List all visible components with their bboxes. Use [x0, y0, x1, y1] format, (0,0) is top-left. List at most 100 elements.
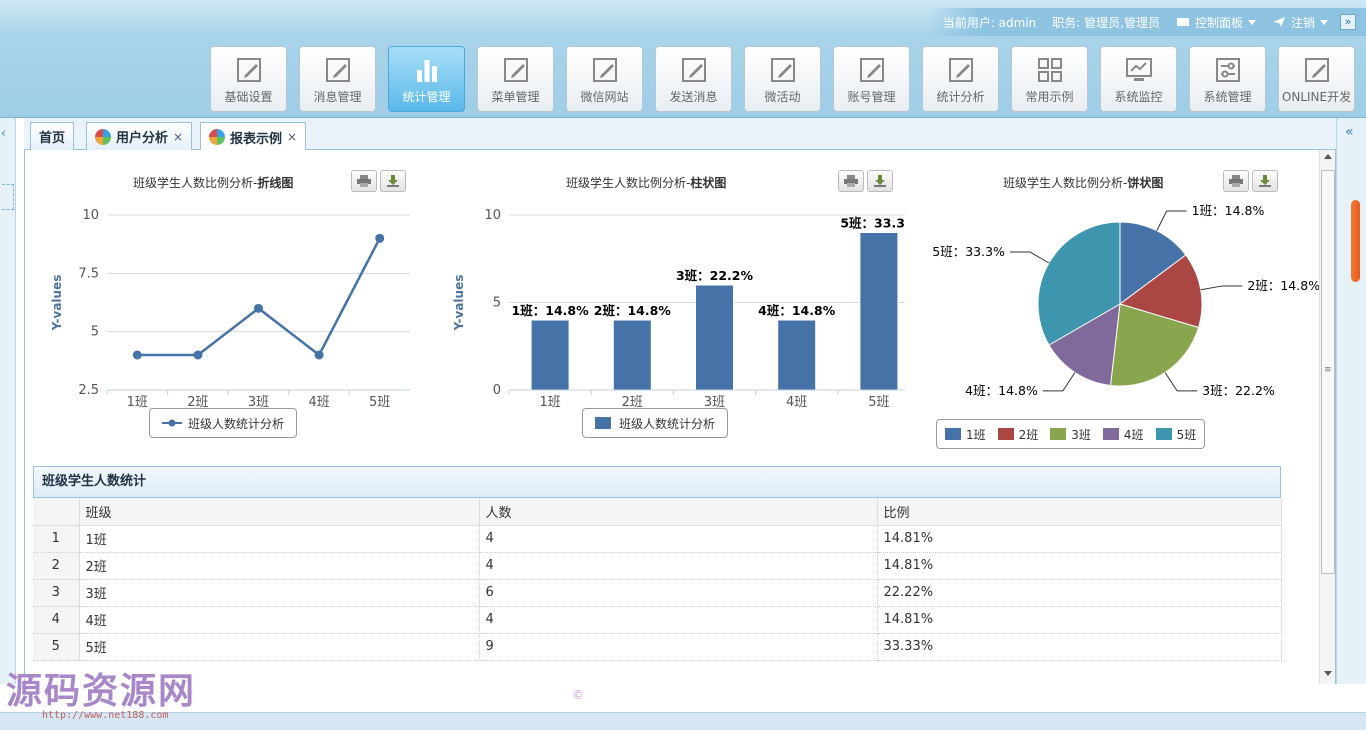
line-chart-legend[interactable]: 班级人数统计分析: [149, 408, 298, 438]
pie-legend-item[interactable]: 3班: [1071, 427, 1091, 442]
nav-button[interactable]: 微信网站: [566, 46, 643, 112]
grid-header-class[interactable]: 班级: [79, 498, 480, 526]
row-number: 2: [33, 552, 80, 580]
left-panel-handle[interactable]: [2, 184, 14, 210]
logout-label: 注销: [1290, 15, 1315, 30]
row-number: 1: [33, 525, 80, 553]
print-button[interactable]: [351, 170, 377, 192]
y-tick-label: 5: [91, 325, 99, 340]
pie-slice[interactable]: [1048, 303, 1121, 387]
send-icon: [1272, 17, 1285, 27]
nav-button[interactable]: 菜单管理: [477, 46, 554, 112]
tab-report-sample[interactable]: 报表示例 ×: [200, 122, 307, 151]
bar-data-label: 1班：14.8%: [512, 303, 590, 318]
nav-button[interactable]: 微活动: [744, 46, 821, 112]
edit-icon: [770, 58, 795, 82]
pie-legend-item[interactable]: 1班: [966, 427, 986, 442]
bar-data-label: 2班：14.8%: [594, 303, 672, 318]
cell-count: 4: [479, 525, 878, 553]
nav-button[interactable]: 发送消息: [655, 46, 732, 112]
collapse-header-button[interactable]: »: [1340, 14, 1356, 30]
content-scrollbar[interactable]: ≡: [1319, 150, 1335, 684]
monitor-icon: [1125, 58, 1152, 81]
bar[interactable]: [859, 232, 899, 391]
bar[interactable]: [777, 319, 817, 391]
bar[interactable]: [530, 319, 570, 391]
data-point[interactable]: [132, 350, 142, 360]
pie-slice[interactable]: [1037, 221, 1121, 346]
table-row[interactable]: 5 5班 9 33.33%: [33, 633, 1282, 661]
close-icon[interactable]: ×: [287, 130, 298, 144]
right-panel-handle[interactable]: [1351, 200, 1360, 282]
edit-icon: [859, 58, 884, 82]
pie-connector: [1042, 372, 1076, 392]
bar-chart-icon: [416, 60, 437, 82]
watermark-text: 源码资源网: [6, 671, 197, 712]
nav-button[interactable]: 账号管理: [833, 46, 910, 112]
pie-connector: [1164, 372, 1198, 392]
grip-icon: ≡: [1324, 365, 1332, 375]
pie-data-label: 3班：22.2%: [1202, 383, 1275, 398]
data-point[interactable]: [193, 350, 203, 360]
scroll-down-icon[interactable]: [1324, 671, 1332, 676]
watermark-url: http://www.net188.com: [42, 710, 169, 721]
download-icon: [1259, 175, 1271, 187]
row-number: 5: [33, 633, 80, 661]
data-point[interactable]: [254, 303, 263, 313]
edit-icon: [236, 58, 261, 82]
print-button[interactable]: [1223, 170, 1249, 192]
table-row[interactable]: 4 4班 4 14.81%: [33, 606, 1282, 634]
nav-button-label: 系统监控: [1114, 90, 1163, 104]
pie-legend-item[interactable]: 4班: [1123, 427, 1144, 442]
y-tick-label: 0: [493, 383, 501, 398]
pie-legend-item[interactable]: 5班: [1176, 427, 1197, 442]
nav-button-label: 常用示例: [1025, 90, 1074, 104]
grid-header-ratio[interactable]: 比例: [877, 498, 1282, 526]
scroll-thumb[interactable]: [1321, 170, 1335, 574]
nav-button[interactable]: ONLINE开发: [1278, 46, 1355, 112]
bar-chart-legend[interactable]: 班级人数统计分析: [582, 408, 729, 438]
table-row[interactable]: 2 2班 4 14.81%: [33, 552, 1282, 580]
y-tick-label: 7.5: [78, 266, 99, 281]
edit-icon: [325, 58, 350, 82]
nav-button[interactable]: 统计管理: [388, 46, 465, 112]
pie-data-label: 4班：14.8%: [965, 383, 1038, 398]
pie-slice[interactable]: [1119, 221, 1187, 305]
left-panel-collapser[interactable]: ‹: [0, 118, 16, 684]
download-button[interactable]: [380, 170, 406, 192]
close-icon[interactable]: ×: [173, 129, 184, 144]
tab-user-analysis[interactable]: 用户分析 ×: [86, 122, 193, 150]
tab-home[interactable]: 首页: [30, 122, 75, 150]
globe-icon: [209, 129, 225, 145]
nav-button[interactable]: 系统监控: [1100, 46, 1177, 112]
pie-chart-title-prefix: 班级学生人数比例分析-: [1003, 176, 1128, 190]
legend-line-marker: [162, 419, 182, 427]
data-point[interactable]: [314, 350, 324, 360]
control-panel-menu[interactable]: 控制面板: [1176, 14, 1256, 31]
download-button[interactable]: [1252, 170, 1278, 192]
y-axis-label: Y-values: [50, 275, 64, 332]
chevron-down-icon: [1320, 19, 1328, 25]
right-panel-collapser[interactable]: «: [1336, 118, 1366, 684]
table-row[interactable]: 1 1班 4 14.81%: [33, 525, 1282, 553]
nav-button[interactable]: 系统管理: [1189, 46, 1266, 112]
data-point[interactable]: [375, 233, 385, 243]
bar[interactable]: [612, 319, 652, 391]
cell-class: 4班: [79, 606, 480, 634]
download-button[interactable]: [867, 170, 893, 192]
nav-button[interactable]: 常用示例: [1011, 46, 1088, 112]
bar-data-label: 5班：33.3%: [840, 216, 905, 231]
nav-button[interactable]: 统计分析: [922, 46, 999, 112]
logout-menu[interactable]: 注销: [1272, 14, 1328, 31]
bar[interactable]: [695, 284, 734, 391]
x-tick-label: 1班: [539, 395, 560, 410]
grid-header-count[interactable]: 人数: [479, 498, 878, 526]
nav-button[interactable]: 消息管理: [299, 46, 376, 112]
nav-button[interactable]: 基础设置: [210, 46, 287, 112]
scroll-up-icon[interactable]: [1324, 154, 1332, 159]
print-button[interactable]: [838, 170, 864, 192]
legend-bar-swatch: [595, 417, 611, 429]
table-row[interactable]: 3 3班 6 22.22%: [33, 579, 1282, 607]
pie-legend-item[interactable]: 2班: [1018, 427, 1039, 442]
pie-slice[interactable]: [1118, 254, 1203, 329]
